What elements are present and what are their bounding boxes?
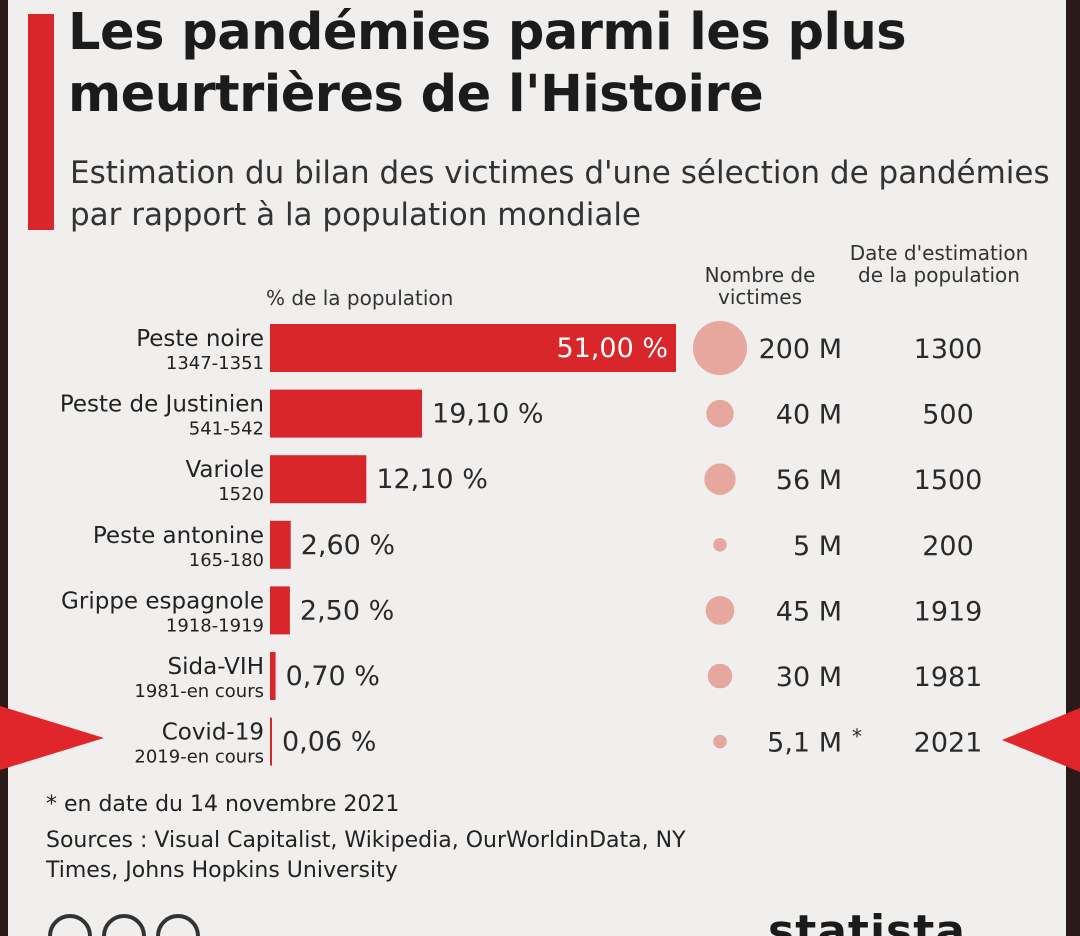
victims-label: 200 M xyxy=(759,334,842,365)
category-label: Peste noire xyxy=(136,326,264,352)
bar xyxy=(270,520,291,569)
victims-label: 5,1 M xyxy=(767,728,842,759)
footnote: * en date du 14 novembre 2021 xyxy=(46,792,400,817)
estimation-year-label: 1300 xyxy=(914,334,983,365)
chart-title: Les pandémies parmi les plus meurtrières… xyxy=(68,3,907,124)
value-label: 19,10 % xyxy=(432,399,544,430)
value-label: 12,10 % xyxy=(376,464,488,495)
bar xyxy=(270,652,276,700)
column-header-date: Date d'estimation de la population xyxy=(849,241,1029,287)
category-label: Peste antonine xyxy=(93,523,264,549)
bar xyxy=(270,389,423,438)
bar xyxy=(270,455,367,504)
value-label: 51,00 % xyxy=(556,333,668,364)
value-label: 2,50 % xyxy=(300,595,394,626)
period-label: 1981-en cours xyxy=(134,681,264,702)
category-label: Sida-VIH xyxy=(168,654,264,680)
period-label: 165-180 xyxy=(189,550,264,571)
victims-bubble xyxy=(713,538,727,552)
bar xyxy=(270,717,272,766)
victims-asterisk: * xyxy=(852,725,862,749)
category-label: Peste de Justinien xyxy=(60,392,264,418)
period-label: 541-542 xyxy=(189,419,264,440)
estimation-year-label: 1981 xyxy=(914,662,983,693)
estimation-year-label: 200 xyxy=(922,531,974,562)
category-label: Variole xyxy=(185,457,264,483)
estimation-year-label: 2021 xyxy=(914,728,983,759)
bar xyxy=(270,324,676,372)
victims-bubble xyxy=(706,399,734,428)
victims-label: 56 M xyxy=(776,465,842,496)
accent-bar xyxy=(28,14,54,230)
category-label: Covid-19 xyxy=(162,720,264,746)
victims-bubble xyxy=(713,734,727,749)
value-label: 0,06 % xyxy=(282,727,376,758)
column-header-percent: % de la population xyxy=(266,286,454,310)
bar xyxy=(270,586,290,635)
period-label: 1520 xyxy=(218,484,264,505)
value-label: 2,60 % xyxy=(301,530,395,561)
infographic-panel: Les pandémies parmi les plus meurtrières… xyxy=(8,0,1066,936)
category-label: Grippe espagnole xyxy=(61,588,264,614)
estimation-year-label: 1919 xyxy=(914,596,983,627)
pointer-arrow-left-icon xyxy=(0,706,104,770)
pointer-arrow-right-icon xyxy=(1002,708,1080,772)
period-label: 1347-1351 xyxy=(166,353,264,374)
victims-bubble xyxy=(704,463,736,495)
victims-bubble xyxy=(707,663,733,689)
victims-bubble xyxy=(705,596,735,625)
victims-bubble xyxy=(693,321,747,375)
period-label: 2019-en cours xyxy=(134,747,264,768)
estimation-year-label: 500 xyxy=(922,400,974,431)
value-label: 0,70 % xyxy=(286,661,380,692)
sources-note: Sources : Visual Capitalist, Wikipedia, … xyxy=(46,828,686,883)
victims-label: 5 M xyxy=(793,531,842,562)
victims-label: 45 M xyxy=(776,596,842,627)
column-header-victims: Nombre de victimes xyxy=(704,263,816,309)
estimation-year-label: 1500 xyxy=(914,465,983,496)
victims-label: 40 M xyxy=(776,400,842,431)
victims-label: 30 M xyxy=(776,662,842,693)
period-label: 1918-1919 xyxy=(166,615,264,636)
brand-logo: statista xyxy=(768,906,966,936)
chart-subtitle: Estimation du bilan des victimes d'une s… xyxy=(70,155,1050,233)
